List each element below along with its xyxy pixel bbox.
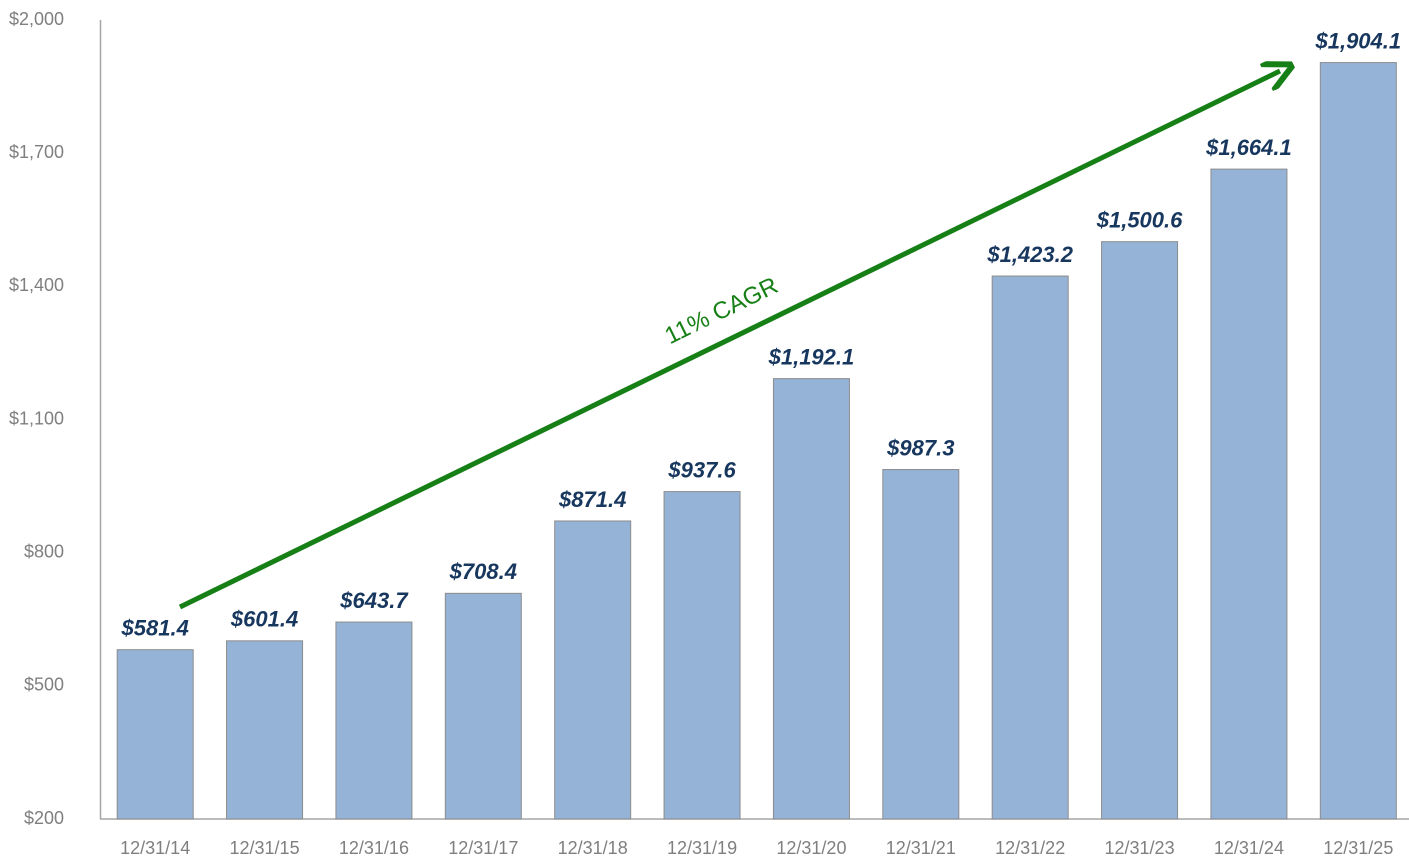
- value-label: $1,192.1: [768, 344, 855, 369]
- y-tick-label: $200: [24, 808, 64, 828]
- value-label: $1,423.2: [986, 242, 1073, 267]
- value-label: $601.4: [230, 607, 298, 632]
- bar: [991, 275, 1069, 820]
- bar: [335, 621, 413, 820]
- bar: [554, 520, 632, 820]
- x-tick-label: 12/31/14: [120, 838, 190, 858]
- x-tick-label: 12/31/21: [886, 838, 956, 858]
- x-tick-label: 12/31/25: [1323, 838, 1393, 858]
- y-tick-label: $500: [24, 675, 64, 695]
- value-label: $1,904.1: [1314, 28, 1401, 53]
- bars: [116, 62, 1397, 820]
- value-label: $581.4: [121, 616, 189, 641]
- value-label: $871.4: [558, 487, 626, 512]
- bar: [772, 378, 850, 820]
- y-tick-label: $1,400: [9, 275, 64, 295]
- value-label: $1,664.1: [1205, 135, 1292, 160]
- value-label: $1,500.6: [1096, 207, 1183, 232]
- y-tick-label: $1,100: [9, 408, 64, 428]
- y-tick-label: $1,700: [9, 142, 64, 162]
- bar: [1101, 241, 1179, 820]
- cagr-arrow: [178, 71, 1280, 610]
- x-tick-label: 12/31/18: [558, 838, 628, 858]
- y-tick-label: $2,000: [9, 9, 64, 29]
- bar: [663, 491, 741, 820]
- value-label: $643.7: [339, 588, 409, 613]
- x-tick-label: 12/31/16: [339, 838, 409, 858]
- value-label: $937.6: [667, 457, 736, 482]
- annotation: 11% CAGR: [661, 272, 783, 350]
- bar: [226, 640, 304, 820]
- x-tick-label: 12/31/23: [1105, 838, 1175, 858]
- bar: [116, 649, 194, 820]
- x-tick-label: 12/31/24: [1214, 838, 1284, 858]
- x-tick-label: 12/31/15: [230, 838, 300, 858]
- y-tick-label: $800: [24, 541, 64, 561]
- x-tick-label: 12/31/17: [448, 838, 518, 858]
- value-label: $987.3: [886, 435, 954, 460]
- bar: [882, 469, 960, 820]
- value-label: $708.4: [449, 559, 517, 584]
- x-tick-label: 12/31/20: [776, 838, 846, 858]
- bar: [1210, 168, 1288, 820]
- bar: [444, 592, 522, 820]
- x-tick-label: 12/31/19: [667, 838, 737, 858]
- bar: [1319, 62, 1397, 820]
- x-tick-label: 12/31/22: [995, 838, 1065, 858]
